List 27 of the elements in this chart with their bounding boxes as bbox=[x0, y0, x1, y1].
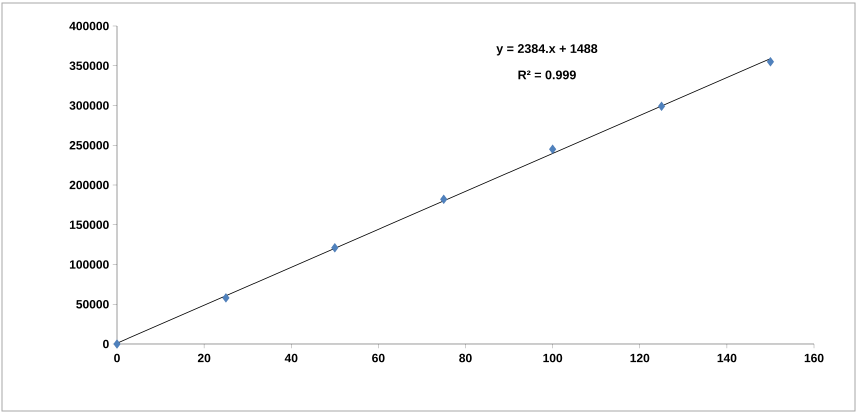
x-tick-label: 20 bbox=[198, 354, 210, 362]
x-tick-label: 100 bbox=[543, 354, 562, 362]
y-tick-label: 100000 bbox=[70, 260, 109, 269]
point bbox=[766, 57, 774, 66]
x-tick-label: 160 bbox=[804, 354, 824, 362]
y-tick-label: 350000 bbox=[69, 61, 109, 70]
x-tick-label: 80 bbox=[459, 354, 472, 362]
y-tick-label: 300000 bbox=[69, 101, 109, 110]
point bbox=[549, 144, 556, 154]
y-tick-label: 400000 bbox=[69, 22, 109, 30]
y-tick-label: 250000 bbox=[70, 141, 109, 150]
point bbox=[440, 194, 448, 204]
y-tick-label: 50000 bbox=[76, 300, 109, 309]
annotation: y = 2384.x + 1488 bbox=[496, 44, 598, 56]
point bbox=[658, 102, 666, 111]
x-tick-label: 60 bbox=[372, 354, 385, 362]
y-tick-label: 200000 bbox=[70, 180, 109, 190]
y-tick-label: 0 bbox=[103, 340, 109, 348]
x-tick-label: 120 bbox=[630, 354, 650, 362]
point bbox=[331, 243, 338, 253]
x-tick-label: 140 bbox=[718, 354, 736, 362]
y-tick-label: 150000 bbox=[70, 220, 109, 230]
point bbox=[113, 339, 121, 349]
x-tick-label: 40 bbox=[284, 354, 298, 362]
x-tick-label: 0 bbox=[114, 354, 120, 362]
annotation: R² = 0.999 bbox=[518, 70, 576, 80]
point bbox=[222, 293, 230, 303]
